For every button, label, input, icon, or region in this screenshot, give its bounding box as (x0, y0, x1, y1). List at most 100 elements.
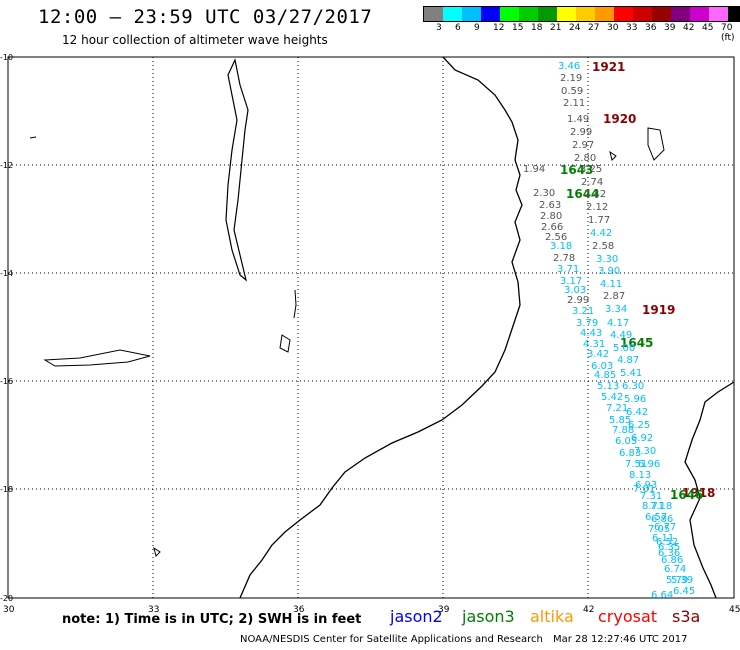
scale-label: 24 (569, 23, 581, 33)
wave-height-value: 1.49 (567, 114, 589, 125)
scale-swatch (652, 7, 671, 21)
lat-tick-label: -10 (0, 53, 13, 62)
wave-height-value: 5.85 (609, 415, 631, 426)
wave-height-value: 7.31 (640, 491, 662, 502)
note-text: note: 1) Time is in UTC; 2) SWH is in fe… (62, 612, 362, 627)
pass-label: 1643 (560, 163, 593, 177)
wave-height-value: 6.03 (591, 361, 613, 372)
scale-label: 3 (436, 23, 442, 33)
wave-height-value: 2.99 (567, 295, 589, 306)
wave-height-value: 6.64 (651, 590, 673, 601)
legend-jason2: jason2 (390, 607, 443, 626)
wave-height-value: 3.79 (576, 318, 598, 329)
timestamp-text: Mar 28 12:27:46 UTC 2017 (553, 634, 688, 645)
lake-malawi (225, 58, 249, 282)
wave-height-value: 2.42 (584, 189, 606, 200)
small-island (29, 136, 37, 139)
wave-height-value: 6.45 (673, 586, 695, 597)
wave-height-value: 6.92 (631, 433, 653, 444)
comoros-island (647, 127, 665, 161)
wave-height-value: 4.17 (607, 318, 629, 329)
wave-height-value: 2.30 (533, 188, 555, 199)
lat-tick-label: -18 (0, 485, 13, 494)
wave-height-value: 6.74 (664, 564, 686, 575)
wave-height-value: 7.21 (606, 403, 628, 414)
wave-height-value: 3.21 (572, 306, 594, 317)
wave-height-value: 6.30 (622, 381, 644, 392)
pass-label: 1646 (670, 488, 703, 502)
wave-height-value: 1.77 (588, 215, 610, 226)
wave-height-value: 2.12 (586, 202, 608, 213)
wave-height-value: 4.11 (600, 279, 622, 290)
scale-swatch (709, 7, 728, 21)
lake-shore (43, 349, 151, 367)
wave-height-value: 3.25 (580, 164, 602, 175)
wave-height-value: 4.31 (583, 339, 605, 350)
wave-height-value: 6.83 (619, 448, 641, 459)
wave-height-value: 2.78 (553, 253, 575, 264)
small-island (279, 334, 291, 353)
wave-height-value: 5.79 (666, 575, 688, 586)
wave-height-value: 5.39 (671, 575, 693, 586)
wave-height-value: 6.11 (652, 533, 674, 544)
scale-swatch (557, 7, 576, 21)
scale-swatch (595, 7, 614, 21)
wave-height-value: 7.01 (633, 484, 655, 495)
wave-height-value: 4.85 (594, 370, 616, 381)
scale-label: 36 (645, 23, 657, 33)
wave-height-value: 4.87 (617, 355, 639, 366)
wave-height-value: 6.86 (651, 514, 673, 525)
wave-height-value: 7.88 (612, 425, 634, 436)
scale-swatch (481, 7, 500, 21)
wave-height-value: 4.42 (590, 228, 612, 239)
scale-label: 6 (455, 23, 461, 33)
wave-height-value: 6.57 (645, 512, 667, 523)
map-subtitle: 12 hour collection of altimeter wave hei… (62, 33, 328, 47)
river (293, 289, 297, 319)
lon-tick-label: 45 (729, 605, 740, 615)
small-island (609, 150, 617, 161)
wave-height-value: 6.42 (626, 407, 648, 418)
graticule (8, 57, 734, 598)
scale-swatch (500, 7, 519, 21)
scale-label: 15 (512, 23, 524, 33)
wave-height-value: 2.74 (581, 177, 603, 188)
wave-height-value: 7.51 (625, 459, 647, 470)
wave-height-value: 5.96 (624, 394, 646, 405)
scale-swatch (538, 7, 557, 21)
wave-height-value: 4.49 (610, 330, 632, 341)
scale-swatch (576, 7, 595, 21)
wave-height-value: 2.56 (545, 232, 567, 243)
lat-tick-label: -20 (0, 594, 13, 603)
wave-height-value: 5.41 (620, 368, 642, 379)
wave-height-value: 2.87 (603, 291, 625, 302)
pass-label: 1920 (603, 112, 636, 126)
lat-tick-label: -16 (0, 377, 13, 386)
scale-swatch (728, 7, 740, 21)
wave-height-value: 7.30 (634, 446, 656, 457)
wave-height-value: 2.19 (560, 73, 582, 84)
scale-swatch (614, 7, 633, 21)
wave-height-value: 6.35 (658, 542, 680, 553)
wave-height-value: 1.94 (523, 164, 545, 175)
scale-label: 12 (493, 23, 505, 33)
wave-height-value: 6.86 (661, 555, 683, 566)
scale-swatch (633, 7, 652, 21)
wave-height-value: 6.05 (615, 436, 637, 447)
wave-height-value: 5.42 (601, 392, 623, 403)
wave-height-value: 6.77 (654, 522, 676, 533)
lat-tick-label: -12 (0, 161, 13, 170)
scale-label: 9 (474, 23, 480, 33)
small-island (153, 546, 161, 557)
wave-height-value: 3.17 (560, 276, 582, 287)
map-title: 12:00 – 23:59 UTC 03/27/2017 (38, 6, 373, 28)
scale-swatch (690, 7, 709, 21)
wave-height-value: 3.42 (587, 349, 609, 360)
lon-tick-label: 39 (438, 605, 450, 615)
lat-tick-label: -14 (0, 269, 13, 278)
scale-label: 21 (550, 23, 562, 33)
wave-height-value: 2.58 (592, 241, 614, 252)
map-frame (7, 56, 735, 599)
wave-height-value: 5.00 (613, 343, 635, 354)
